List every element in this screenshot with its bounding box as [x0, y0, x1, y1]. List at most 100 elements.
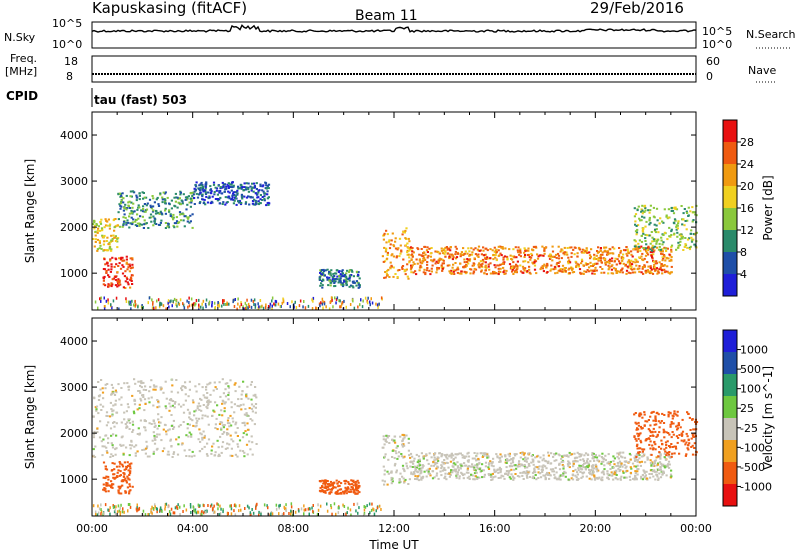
heatmap-cell	[649, 459, 652, 462]
heatmap-cell	[265, 187, 268, 190]
heatmap-cell	[123, 213, 126, 216]
heatmap-cell	[357, 511, 359, 515]
heatmap-cell	[458, 272, 461, 275]
heatmap-cell	[132, 429, 135, 432]
heatmap-cell	[595, 258, 598, 260]
heatmap-cell	[633, 207, 636, 210]
heatmap-cell	[201, 198, 205, 201]
heatmap-cell	[261, 185, 264, 188]
heatmap-cell	[670, 256, 673, 258]
heatmap-cell	[639, 464, 642, 467]
heatmap-cell	[472, 468, 476, 471]
heatmap-cell	[558, 463, 561, 466]
heatmap-cell	[691, 206, 694, 209]
heatmap-cell	[581, 251, 584, 254]
heatmap-cell	[466, 476, 469, 479]
heatmap-cell	[689, 232, 692, 235]
heatmap-cell	[408, 256, 411, 259]
heatmap-cell	[502, 262, 505, 265]
heatmap-cell	[539, 472, 542, 475]
heatmap-cell	[107, 268, 110, 271]
heatmap-cell	[308, 512, 310, 516]
heatmap-cell	[188, 448, 191, 451]
heatmap-cell	[205, 510, 207, 514]
velocity-colorbar-label: Velocity [m s^-1]	[761, 366, 775, 470]
heatmap-cell	[528, 271, 531, 274]
heatmap-cell	[672, 415, 675, 418]
heatmap-cell	[527, 249, 530, 252]
heatmap-cell	[166, 453, 169, 456]
heatmap-cell	[386, 274, 389, 277]
heatmap-cell	[408, 454, 411, 457]
heatmap-cell	[564, 267, 567, 269]
heatmap-cell	[109, 401, 112, 404]
heatmap-cell	[591, 452, 594, 454]
heatmap-cell	[398, 451, 401, 454]
heatmap-cell	[227, 432, 230, 435]
heatmap-cell	[112, 277, 115, 280]
heatmap-cell	[169, 300, 171, 304]
heatmap-cell	[524, 254, 527, 256]
heatmap-cell	[283, 512, 285, 516]
heatmap-cell	[677, 244, 680, 247]
heatmap-cell	[394, 450, 397, 453]
heatmap-cell	[517, 462, 520, 465]
heatmap-cell	[199, 187, 202, 189]
heatmap-cell	[390, 470, 393, 473]
heatmap-cell	[106, 236, 109, 239]
heatmap-cell	[385, 248, 388, 251]
heatmap-cell	[383, 469, 386, 472]
heatmap-cell	[443, 467, 446, 470]
heatmap-cell	[582, 471, 586, 474]
heatmap-cell	[205, 298, 208, 302]
heatmap-cell	[191, 213, 194, 216]
heatmap-cell	[328, 483, 331, 486]
heatmap-cell	[177, 436, 180, 439]
heatmap-cell	[156, 433, 159, 436]
heatmap-cell	[670, 469, 673, 472]
heatmap-cell	[340, 305, 342, 309]
heatmap-cell	[215, 187, 219, 190]
heatmap-cell	[626, 265, 629, 268]
heatmap-cell	[191, 303, 193, 307]
heatmap-cell	[201, 510, 203, 514]
heatmap-cell	[473, 466, 476, 469]
heatmap-cell	[538, 460, 541, 463]
heatmap-cell	[601, 476, 604, 479]
heatmap-cell	[564, 269, 567, 272]
heatmap-cell	[355, 509, 357, 513]
heatmap-cell	[157, 211, 160, 214]
heatmap-cell	[188, 380, 191, 383]
heatmap-cell	[638, 256, 641, 259]
heatmap-cell	[467, 262, 470, 265]
heatmap-cell	[155, 435, 158, 438]
heatmap-cell	[632, 477, 635, 480]
heatmap-cell	[649, 267, 652, 269]
heatmap-cell	[169, 213, 172, 216]
heatmap-cell	[686, 219, 689, 222]
heatmap-cell	[516, 465, 519, 468]
heatmap-cell	[608, 462, 611, 465]
heatmap-cell	[346, 511, 348, 515]
heatmap-cell	[666, 270, 669, 273]
heatmap-cell	[137, 508, 139, 512]
colorbar-tick-label: 500	[740, 363, 761, 376]
colorbar-tick-label: 16	[740, 202, 754, 215]
heatmap-cell	[634, 240, 637, 243]
heatmap-cell	[532, 477, 536, 480]
heatmap-cell	[454, 257, 458, 260]
heatmap-cell	[136, 208, 139, 211]
heatmap-cell	[120, 387, 123, 389]
heatmap-cell	[670, 422, 673, 425]
heatmap-cell	[98, 240, 101, 243]
heatmap-cell	[640, 413, 643, 416]
heatmap-cell	[613, 260, 616, 263]
heatmap-cell	[655, 456, 658, 459]
heatmap-cell	[466, 468, 469, 471]
heatmap-cell	[213, 410, 216, 413]
heatmap-cell	[542, 264, 545, 267]
noise-panel-frame	[91, 21, 697, 49]
heatmap-cell	[138, 194, 141, 197]
heatmap-cell	[630, 467, 633, 470]
